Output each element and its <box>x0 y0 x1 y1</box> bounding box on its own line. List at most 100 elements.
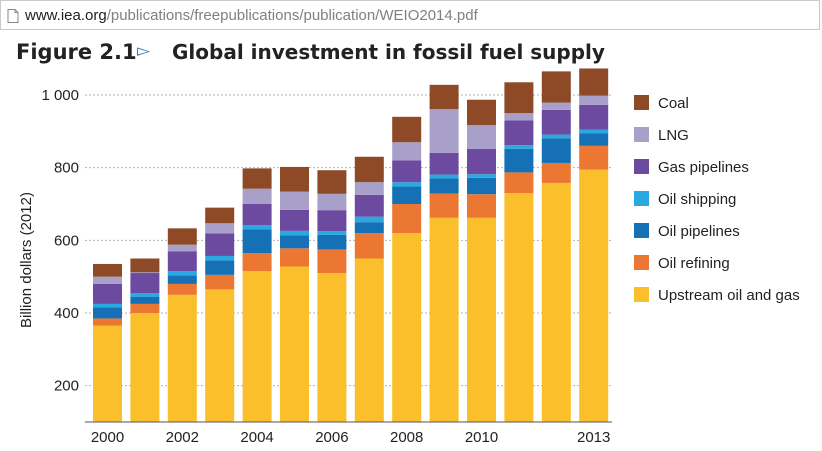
bar-segment-gas-pipelines <box>467 148 496 175</box>
bar-segment-oil-pipelines <box>205 260 235 275</box>
bar-segment-lng <box>167 244 197 252</box>
bar-segment-lng <box>429 109 459 153</box>
x-tick-label: 2008 <box>390 429 423 446</box>
bar-segment-upstream-oil-and-gas <box>541 182 571 422</box>
bar-segment-oil-refining <box>130 303 160 313</box>
bar-segment-oil-shipping <box>242 225 272 230</box>
x-tick-label: 2006 <box>315 429 348 446</box>
chart-title: Global investment in fossil fuel supply <box>172 40 605 64</box>
bar-segment-oil-pipelines <box>579 133 609 146</box>
bar-segment-lng <box>205 223 235 234</box>
legend-swatch <box>634 255 649 270</box>
bar-segment-oil-refining <box>354 233 384 259</box>
y-axis-label: Billion dollars (2012) <box>18 192 35 328</box>
bar-segment-oil-shipping <box>167 271 197 276</box>
bar-segment-gas-pipelines <box>242 204 272 226</box>
bar-segment-oil-shipping <box>504 145 534 149</box>
bars <box>93 68 609 422</box>
bar-segment-upstream-oil-and-gas <box>579 169 609 422</box>
bar-segment-upstream-oil-and-gas <box>392 233 422 422</box>
bar-segment-oil-pipelines <box>93 307 122 319</box>
bar-segment-oil-pipelines <box>167 275 197 284</box>
bar-segment-lng <box>504 113 534 121</box>
bar-segment-coal <box>504 82 534 114</box>
bar-segment-oil-pipelines <box>467 177 496 195</box>
bar-segment-oil-pipelines <box>541 138 571 163</box>
bar-segment-oil-pipelines <box>280 235 309 249</box>
bar-segment-gas-pipelines <box>504 120 534 146</box>
bar-segment-oil-refining <box>317 249 347 274</box>
bar-segment-gas-pipelines <box>579 104 609 130</box>
legend-label: Coal <box>658 95 689 112</box>
bar-segment-upstream-oil-and-gas <box>429 217 459 422</box>
y-tick-label: 200 <box>54 378 79 395</box>
bar-segment-gas-pipelines <box>392 160 422 183</box>
x-tick-label: 2013 <box>577 429 610 446</box>
bar-segment-oil-refining <box>93 318 122 326</box>
legend-label: Oil refining <box>658 255 730 272</box>
bar-segment-upstream-oil-and-gas <box>317 273 347 422</box>
bar-segment-upstream-oil-and-gas <box>242 271 272 422</box>
bar-segment-upstream-oil-and-gas <box>280 266 309 422</box>
legend-label: Gas pipelines <box>658 159 749 176</box>
bar-segment-gas-pipelines <box>93 283 122 304</box>
bar-segment-coal <box>354 156 384 183</box>
bar-segment-gas-pipelines <box>354 194 384 217</box>
bar-segment-oil-shipping <box>392 182 422 187</box>
bar-segment-coal <box>467 99 496 126</box>
legend-swatch <box>634 95 649 110</box>
bar-segment-upstream-oil-and-gas <box>504 193 534 422</box>
bar-segment-gas-pipelines <box>205 233 235 256</box>
bar-segment-gas-pipelines <box>130 273 160 294</box>
x-tick-label: 2010 <box>465 429 498 446</box>
bar-segment-oil-refining <box>242 253 272 272</box>
bar-segment-lng <box>130 272 160 274</box>
page-icon <box>7 9 19 23</box>
url-path: /publications/freepublications/publicati… <box>106 7 478 24</box>
bar-segment-gas-pipelines <box>429 152 459 175</box>
bar-segment-oil-pipelines <box>354 222 384 234</box>
url-host: www.iea.org <box>25 7 107 24</box>
bar-segment-lng <box>280 191 309 210</box>
bar-segment-oil-refining <box>392 204 422 234</box>
bar-segment-lng <box>93 276 122 284</box>
bar-segment-upstream-oil-and-gas <box>130 313 160 422</box>
y-tick-label: 800 <box>54 160 79 177</box>
bar-segment-oil-shipping <box>317 231 347 235</box>
bar-segment-upstream-oil-and-gas <box>93 325 122 422</box>
bar-segment-oil-refining <box>467 194 496 218</box>
bar-segment-oil-pipelines <box>429 178 459 194</box>
y-tick-label: 1 000 <box>41 87 79 104</box>
legend-label: Upstream oil and gas <box>658 287 800 304</box>
bar-segment-gas-pipelines <box>541 109 571 135</box>
bar-segment-gas-pipelines <box>167 251 197 272</box>
bar-segment-coal <box>280 166 309 192</box>
bar-segment-lng <box>541 102 571 110</box>
bar-segment-upstream-oil-and-gas <box>205 289 235 422</box>
bar-segment-coal <box>317 170 347 194</box>
bar-segment-oil-shipping <box>467 174 496 178</box>
url-text[interactable]: www.iea.org/publications/freepublication… <box>25 7 478 24</box>
legend-swatch <box>634 159 649 174</box>
bar-segment-oil-shipping <box>280 230 309 236</box>
y-tick-label: 600 <box>54 232 79 249</box>
bar-segment-coal <box>579 68 609 96</box>
x-axis-ticks: 2000 2002 2004 2006 2008 2010 2013 <box>91 429 611 446</box>
bar-segment-coal <box>130 258 160 273</box>
figure-arrow-icon: ▻ <box>137 41 151 60</box>
bar-segment-lng <box>467 125 496 149</box>
bar-segment-oil-pipelines <box>392 186 422 204</box>
legend-swatch <box>634 127 649 142</box>
bar-segment-lng <box>242 188 272 204</box>
bar-segment-coal <box>93 263 122 277</box>
x-tick-label: 2004 <box>240 429 273 446</box>
bar-segment-coal <box>429 84 459 110</box>
legend: Coal LNG Gas pipelines Oil shipping Oil pipe… <box>634 95 800 304</box>
bar-segment-coal <box>167 228 197 245</box>
bar-segment-oil-pipelines <box>504 148 534 173</box>
bar-segment-oil-refining <box>205 274 235 290</box>
legend-label: Oil pipelines <box>658 223 740 240</box>
address-bar[interactable]: www.iea.org/publications/freepublication… <box>0 0 820 30</box>
bar-segment-oil-pipelines <box>317 234 347 250</box>
